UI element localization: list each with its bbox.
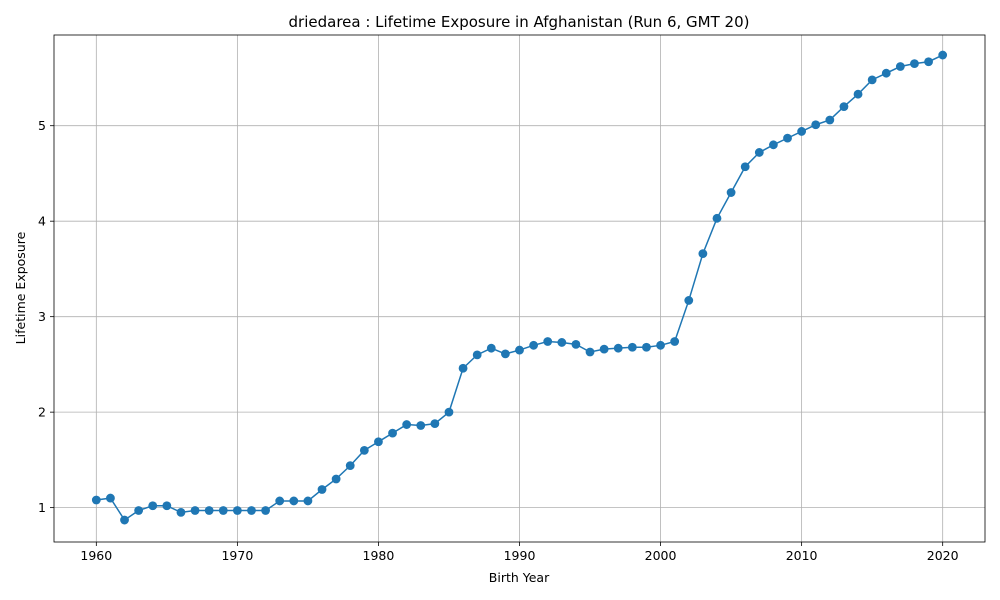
data-point	[881, 68, 891, 78]
data-point	[627, 342, 637, 352]
x-axis-label: Birth Year	[489, 570, 550, 585]
data-point	[402, 420, 412, 429]
data-point	[924, 57, 933, 67]
x-tick-label: 1960	[80, 548, 112, 563]
data-point	[599, 344, 609, 354]
data-point	[754, 148, 764, 157]
x-tick-label: 2010	[786, 548, 818, 563]
data-point	[825, 115, 835, 125]
data-point	[204, 506, 214, 515]
y-axis-label: Lifetime Exposure	[13, 231, 28, 344]
data-point	[176, 508, 186, 517]
data-point	[91, 495, 101, 505]
data-point	[218, 506, 228, 515]
data-point	[769, 140, 778, 150]
data-point	[388, 428, 397, 438]
data-point	[684, 296, 694, 305]
data-point	[656, 340, 665, 350]
data-point	[444, 407, 454, 417]
plot-frame	[53, 34, 986, 543]
data-point	[430, 419, 440, 429]
chart-title: driedarea : Lifetime Exposure in Afghani…	[289, 13, 750, 31]
data-point	[839, 102, 849, 112]
data-point	[134, 506, 144, 515]
data-point	[938, 50, 948, 60]
data-point	[359, 445, 369, 455]
data-point	[275, 496, 285, 506]
data-point	[120, 515, 129, 525]
data-point	[331, 474, 341, 484]
data-point	[783, 133, 792, 143]
data-point	[642, 342, 651, 352]
data-point	[613, 343, 623, 353]
data-point	[585, 347, 595, 357]
data-point	[374, 437, 383, 447]
data-point	[190, 506, 200, 515]
data-point	[515, 345, 524, 355]
data-point	[895, 62, 905, 71]
data-point	[416, 421, 426, 430]
y-tick-label: 5	[38, 118, 46, 133]
x-tick-label: 2020	[927, 548, 959, 563]
y-tick-label: 2	[38, 405, 46, 420]
ticks-layer: 1960 1970 1980 1990 2000 2010 2020 1 2 3 4 5	[38, 118, 959, 563]
data-point	[500, 349, 510, 359]
data-point	[712, 213, 722, 223]
data-point	[557, 338, 567, 347]
data-point	[106, 493, 115, 503]
data-point	[740, 162, 750, 172]
data-point	[247, 506, 256, 515]
data-point	[148, 501, 158, 511]
x-tick-label: 1970	[221, 548, 253, 563]
data-point	[698, 249, 708, 259]
data-point	[543, 337, 553, 346]
data-point	[853, 89, 863, 99]
data-point	[289, 496, 299, 506]
data-point	[910, 59, 919, 69]
data-point	[529, 340, 539, 350]
x-tick-label: 1990	[504, 548, 536, 563]
grid-layer	[54, 35, 985, 542]
data-point	[726, 188, 736, 197]
data-point	[162, 501, 172, 511]
x-tick-label: 2000	[645, 548, 677, 563]
data-point	[670, 337, 680, 346]
data-point	[303, 496, 313, 506]
data-point	[317, 485, 327, 494]
y-tick-label: 3	[38, 309, 46, 324]
data-point	[797, 127, 807, 136]
data-point	[811, 120, 821, 130]
y-tick-label: 4	[38, 214, 46, 229]
data-point	[458, 363, 468, 373]
y-tick-label: 1	[38, 500, 46, 515]
x-tick-label: 1980	[363, 548, 395, 563]
data-point	[472, 350, 482, 360]
data-point	[867, 75, 877, 85]
data-point	[486, 343, 496, 353]
data-point	[232, 506, 242, 515]
data-point	[571, 339, 581, 349]
series-layer	[91, 50, 948, 525]
data-point	[345, 461, 355, 471]
data-point	[261, 506, 270, 515]
